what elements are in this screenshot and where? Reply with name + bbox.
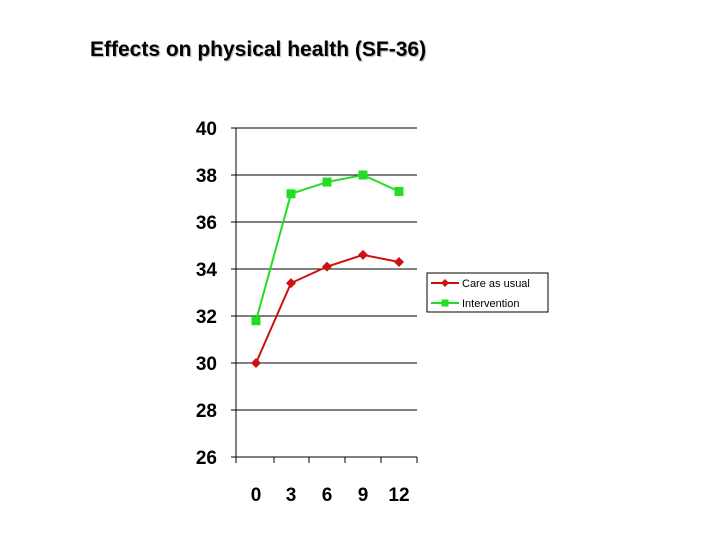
y-tick-label: 32 <box>196 307 217 328</box>
legend-marker <box>441 279 449 287</box>
data-point <box>322 261 332 272</box>
chart-title: Effects on physical health (SF-36) <box>90 38 427 61</box>
legend-label: Care as usual <box>462 278 530 290</box>
data-point <box>286 189 296 199</box>
legend: Care as usual Intervention <box>426 272 549 313</box>
legend-marker <box>441 299 449 307</box>
series-layer <box>251 170 404 368</box>
data-point <box>286 278 296 289</box>
data-point <box>394 256 404 267</box>
y-tick-label: 30 <box>196 354 217 375</box>
x-tick-label: 3 <box>286 485 297 506</box>
data-point <box>358 249 368 260</box>
y-tick-label: 38 <box>196 166 217 187</box>
series-1 <box>251 170 404 326</box>
series-line <box>255 173 400 321</box>
x-tick-label: 12 <box>388 485 409 506</box>
y-tick-label: 34 <box>196 260 218 281</box>
y-tick-label: 36 <box>196 213 217 234</box>
x-tick-label: 9 <box>358 485 369 506</box>
series-0 <box>251 249 404 368</box>
y-tick-label: 26 <box>196 448 217 469</box>
data-point <box>251 358 261 368</box>
x-tick-label: 0 <box>251 485 262 506</box>
y-tick-label: 28 <box>196 401 217 422</box>
y-tick-label: 40 <box>196 119 217 140</box>
x-tick-label: 6 <box>322 485 333 506</box>
data-point <box>251 316 261 326</box>
data-point <box>358 170 368 180</box>
data-point <box>322 177 332 187</box>
legend-label: Intervention <box>462 298 519 310</box>
data-point <box>394 186 404 196</box>
